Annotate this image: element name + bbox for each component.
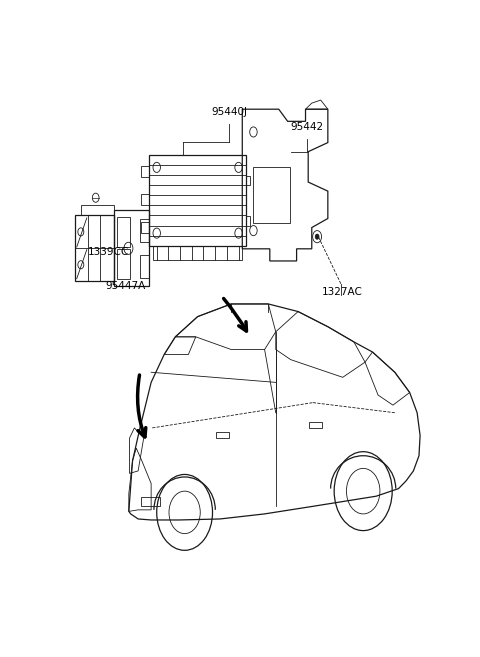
Bar	[141, 497, 160, 507]
Bar	[75, 215, 114, 281]
Bar	[309, 422, 322, 428]
Bar	[117, 249, 130, 279]
Bar	[140, 219, 149, 242]
Circle shape	[315, 234, 319, 239]
Text: 1339CC: 1339CC	[88, 247, 129, 257]
Bar	[153, 246, 242, 260]
Bar	[149, 155, 246, 246]
Bar	[81, 206, 114, 215]
Bar	[141, 222, 149, 233]
Bar	[114, 210, 149, 286]
Bar	[141, 194, 149, 205]
Bar	[140, 255, 149, 278]
Text: 95447A: 95447A	[105, 281, 145, 291]
Bar	[141, 166, 149, 177]
Bar	[117, 217, 130, 247]
Bar	[216, 432, 229, 438]
Text: 1327AC: 1327AC	[322, 287, 363, 298]
Text: 95442: 95442	[291, 122, 324, 132]
Text: 95440J: 95440J	[211, 107, 247, 117]
Bar	[246, 216, 251, 225]
Bar	[246, 176, 251, 185]
